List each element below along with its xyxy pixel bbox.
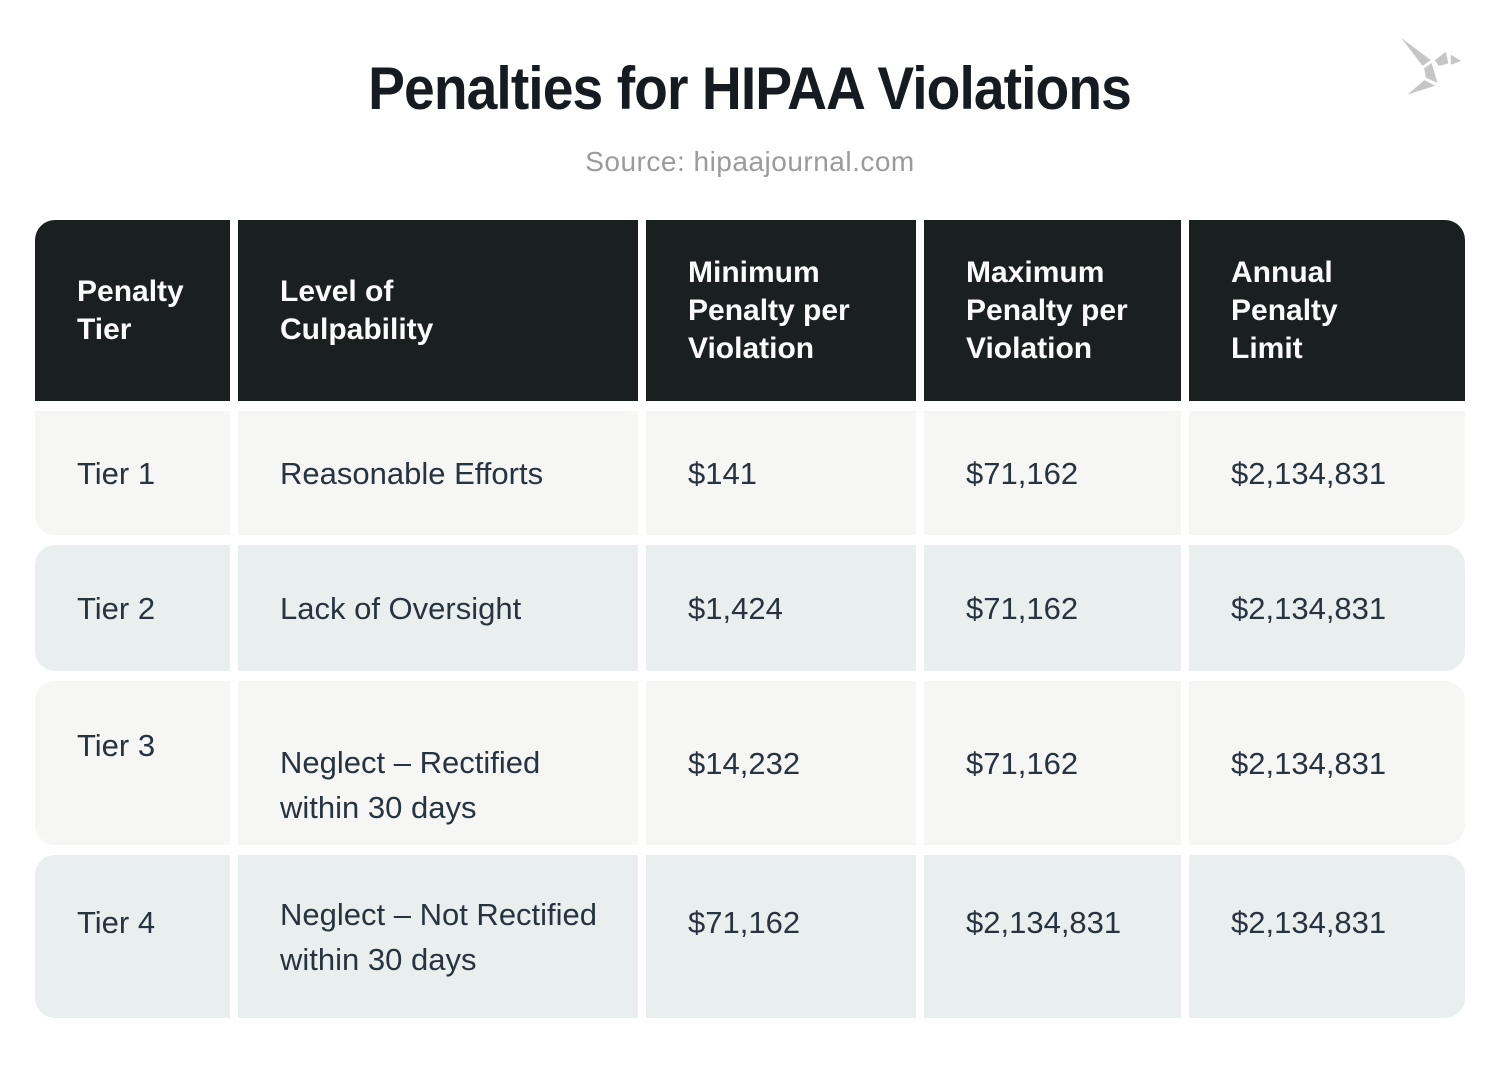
amount-value: $2,134,831 [1231,455,1387,491]
cell-min-penalty-1: $141 [646,411,916,535]
amount-value: $1,424 [688,590,783,626]
cell-max-penalty-3: $71,162 [924,681,1181,845]
penalties-table: Penalty Tier Level of Culpability Minimu… [35,220,1465,1018]
cell-culpability-1: Reasonable Efforts [238,411,638,535]
amount-value: $2,134,831 [1231,745,1387,781]
header-cell-maximum-penalty: Maximum Penalty per Violation [924,220,1181,401]
culpability-label: Neglect – Rectified within 30 days [280,745,541,825]
tier-label: Tier 3 [77,727,156,763]
tier-label: Tier 1 [77,455,156,491]
culpability-label: Neglect – Not Rectified within 30 days [280,896,598,977]
header-label: Level of Culpability [280,274,434,346]
header-label: Minimum Penalty per Violation [688,255,850,365]
header-label: Maximum Penalty per Violation [966,255,1128,365]
culpability-label: Reasonable Efforts [280,455,544,491]
amount-value: $2,134,831 [966,905,1122,940]
cell-annual-limit-3: $2,134,831 [1189,681,1465,845]
cell-annual-limit-1: $2,134,831 [1189,411,1465,535]
cell-min-penalty-3: $14,232 [646,681,916,845]
cell-min-penalty-2: $1,424 [646,545,916,671]
cell-culpability-3: Neglect – Rectified within 30 days [238,681,638,845]
origami-bird-logo-icon [1388,24,1474,102]
cell-tier-1: Tier 1 [35,411,230,535]
amount-value: $71,162 [966,745,1079,781]
page-title-text: Penalties for HIPAA Violations [368,55,1133,122]
cell-min-penalty-4: $71,162 [646,855,916,1018]
header-cell-minimum-penalty: Minimum Penalty per Violation [646,220,916,401]
culpability-label: Lack of Oversight [280,590,522,626]
amount-value: $71,162 [688,905,801,940]
amount-value: $2,134,831 [1231,590,1387,626]
tier-label: Tier 4 [77,905,156,940]
source-caption: Source: hipaajournal.com [585,146,915,177]
cell-annual-limit-4: $2,134,831 [1189,855,1465,1018]
cell-tier-4: Tier 4 [35,855,230,1018]
cell-annual-limit-2: $2,134,831 [1189,545,1465,671]
header-cell-level-of-culpability: Level of Culpability [238,220,638,401]
header-label: Annual Penalty Limit [1231,255,1338,365]
amount-value: $71,162 [966,590,1079,626]
page-title: Penalties for HIPAA Violations [0,0,1500,122]
header-cell-penalty-tier: Penalty Tier [35,220,230,401]
header-label: Penalty Tier [77,274,184,346]
amount-value: $2,134,831 [1231,905,1387,940]
cell-tier-2: Tier 2 [35,545,230,671]
header-cell-annual-penalty-limit: Annual Penalty Limit [1189,220,1465,401]
cell-tier-3: Tier 3 [35,681,230,845]
amount-value: $141 [688,455,757,491]
cell-max-penalty-2: $71,162 [924,545,1181,671]
cell-culpability-2: Lack of Oversight [238,545,638,671]
cell-max-penalty-1: $71,162 [924,411,1181,535]
amount-value: $71,162 [966,455,1079,491]
amount-value: $14,232 [688,745,801,781]
cell-culpability-4: Neglect – Not Rectified within 30 days [238,855,638,1018]
cell-max-penalty-4: $2,134,831 [924,855,1181,1018]
tier-label: Tier 2 [77,590,156,626]
